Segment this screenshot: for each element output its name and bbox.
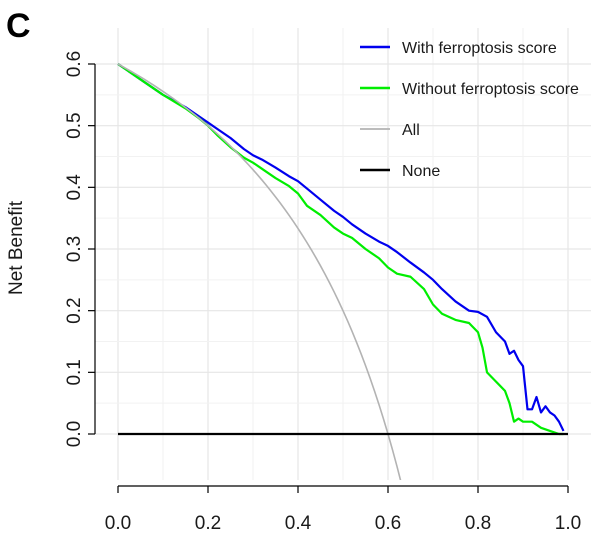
series-line-with-ferroptosis-score (117, 63, 565, 432)
y-tick-label: 0.1 (64, 359, 85, 385)
y-axis-title: Net Benefit (6, 200, 27, 295)
x-tick-label: 0.2 (195, 513, 221, 534)
series-line-all (117, 63, 402, 480)
y-tick-label: 0.2 (64, 297, 85, 323)
legend-label: All (402, 122, 420, 139)
axes: 0.0 0.1 0.2 0.3 0.4 0.5 0.6 0.0 0.2 0.4 0.6 0.8 1.0 (64, 51, 581, 534)
series-lines (117, 63, 568, 480)
x-tick-label: 0.8 (465, 513, 491, 534)
legend-label: Without ferroptosis score (402, 81, 579, 98)
legend-label: With ferroptosis score (402, 40, 557, 57)
x-tick-label: 0.6 (375, 513, 401, 534)
y-tick-label: 0.3 (64, 236, 85, 262)
x-tick-label: 0.4 (285, 513, 312, 534)
y-tick-label: 0.5 (64, 112, 85, 138)
y-tick-label: 0.6 (64, 51, 85, 77)
x-tick-label: 1.0 (555, 513, 581, 534)
panel-label: C (6, 7, 31, 45)
legend: With ferroptosis score Without ferroptosi… (360, 40, 579, 180)
x-tick-label: 0.0 (105, 513, 131, 534)
y-tick-label: 0.4 (64, 174, 85, 201)
y-tick-label: 0.0 (64, 421, 85, 447)
legend-label: None (402, 163, 440, 180)
